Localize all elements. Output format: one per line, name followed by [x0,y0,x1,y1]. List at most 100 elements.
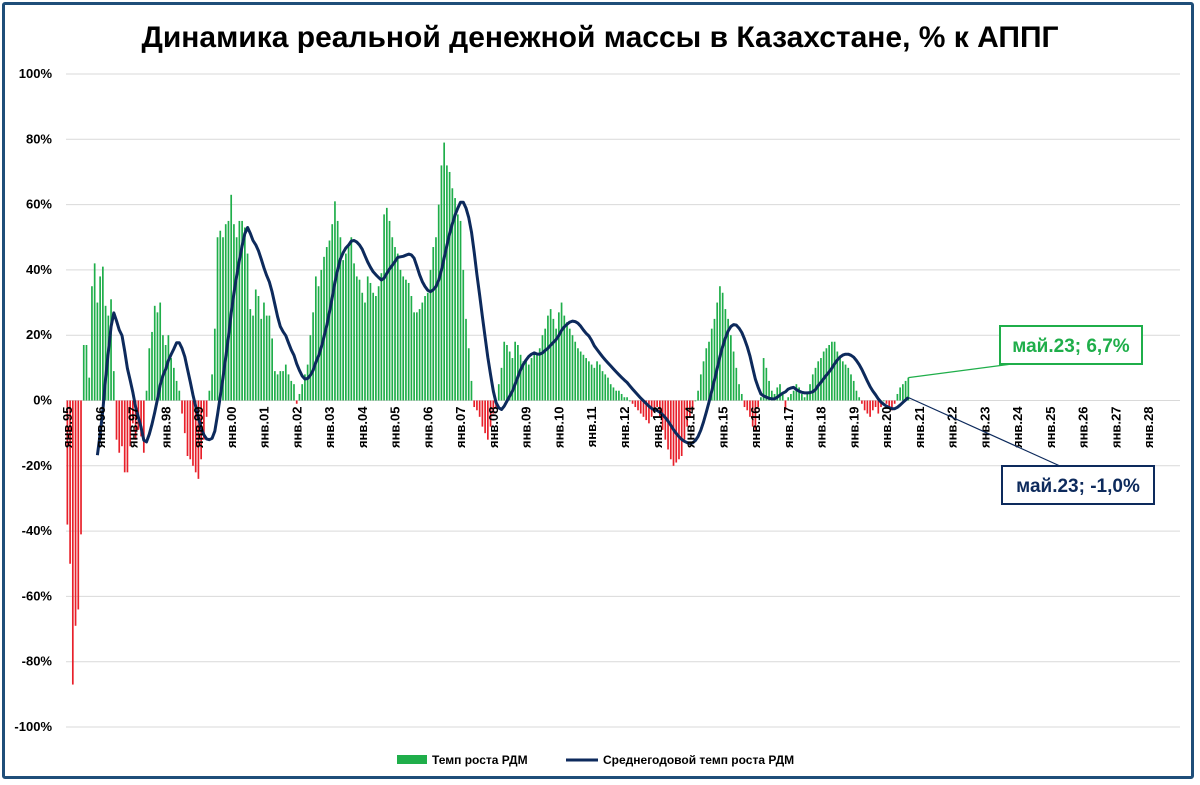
bar [874,400,877,408]
bar [530,358,533,401]
bar [623,397,626,401]
bar [410,296,413,401]
bar [69,400,71,564]
y-tick-label: -20% [22,458,53,473]
bar [839,358,841,401]
bar [361,292,364,401]
bar [727,318,729,401]
bar [497,384,500,401]
bar [522,361,525,401]
x-tick-label: янв.99 [191,407,206,449]
bar [342,260,344,401]
bar [424,296,426,401]
bar [798,387,800,401]
bar [645,400,648,421]
bar [173,367,175,401]
bar [705,348,708,401]
bar [323,256,325,401]
bar [678,400,680,460]
bar [435,237,437,401]
bar [582,354,585,401]
y-tick-label: 60% [26,197,52,212]
bar [115,400,118,440]
y-tick-label: -80% [22,654,53,669]
bar [129,400,132,447]
bar [841,361,844,401]
bar [907,377,910,401]
bar [768,380,770,401]
bar [162,335,164,401]
bar [850,374,852,401]
bar [126,400,129,473]
bar [730,335,732,401]
bar [194,400,197,473]
bar [148,348,151,401]
bar [274,371,276,401]
bar [91,286,93,401]
bar [82,344,85,401]
bar [533,351,536,401]
bar-annotation-leader [908,363,1013,379]
bar [833,341,836,401]
bar [203,400,205,440]
bar [402,276,405,401]
bar [511,358,514,401]
bar [637,400,639,411]
bar [276,374,279,401]
bar [719,286,721,401]
bar [803,397,806,401]
bar [866,400,869,414]
bar [88,377,91,401]
bar [784,400,787,411]
bar [557,312,560,401]
bar [396,253,399,401]
bar [574,341,577,401]
bar [863,400,866,411]
bar [380,273,383,401]
bar [672,400,675,466]
x-tick-label: янв.10 [551,407,566,449]
bar [847,367,850,401]
bar [634,400,637,408]
bar [80,400,82,535]
bar [235,237,238,401]
bar [331,224,334,401]
bar [631,400,634,404]
x-tick-label: янв.16 [748,407,763,449]
bar [612,387,615,401]
bar [519,354,522,401]
bar [252,315,254,401]
bar [596,361,598,401]
bar [350,237,353,401]
bar [882,400,885,402]
bar [306,364,309,401]
bar [628,400,631,402]
bar [765,367,768,401]
bar [213,328,216,401]
x-tick-label: янв.03 [322,407,337,449]
bar [317,286,320,401]
bar [440,165,443,401]
bar [891,400,893,411]
grid [66,73,1180,728]
y-tick-label: -60% [22,588,53,603]
x-tick-label: янв.05 [388,407,403,449]
bar [388,220,391,401]
bar-annotation-label: май.23; 6,7% [1012,336,1129,357]
bar [268,315,271,401]
x-tick-label: янв.18 [814,407,829,449]
bar [432,247,435,401]
bar [743,400,746,408]
bar [418,309,421,401]
bar [817,361,820,401]
bar [844,364,847,401]
bar [170,358,172,401]
bar [446,165,448,401]
x-tick-label: янв.26 [1076,407,1091,449]
bar [710,328,713,401]
bar [426,292,429,401]
bar [178,390,181,401]
bar [536,354,538,401]
bar [358,279,361,401]
bar [456,214,459,401]
